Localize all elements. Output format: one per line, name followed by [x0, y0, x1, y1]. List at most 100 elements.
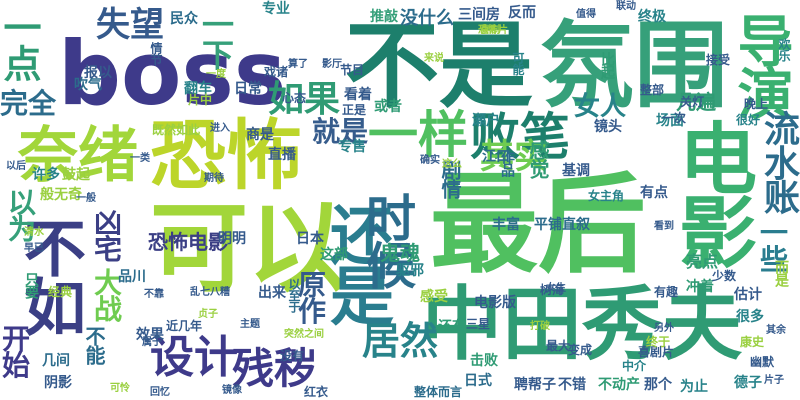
word: 日式: [464, 373, 492, 389]
word: 欢乐: [777, 38, 791, 61]
word: 其实: [480, 137, 548, 177]
word: 可以: [150, 192, 347, 306]
word: 没什么: [400, 8, 454, 29]
word: 那个: [644, 377, 672, 393]
word: 最后: [430, 163, 647, 288]
word: 这部: [320, 247, 348, 263]
word: 导演: [728, 12, 793, 119]
word: 氛围: [540, 12, 729, 121]
word: 流水账: [758, 110, 799, 213]
word: 报以: [84, 65, 112, 81]
word: 片子: [764, 375, 784, 386]
word: 或者: [374, 99, 402, 115]
word: 聘帮子: [514, 377, 556, 393]
word: 只要: [23, 272, 39, 299]
word: 值得: [576, 9, 596, 20]
word: boss: [58, 22, 287, 125]
word: 德子: [734, 375, 762, 391]
word: 看着: [344, 87, 372, 103]
word: 日常: [234, 81, 262, 97]
word: 幽默: [750, 355, 775, 369]
word: 变成: [568, 343, 593, 357]
word: 这么: [442, 159, 462, 170]
word: 击败: [470, 353, 498, 369]
word: 原作: [294, 270, 327, 324]
word: 一下: [197, 8, 235, 69]
word: 女生: [546, 283, 566, 294]
word: 江口: [482, 149, 510, 165]
word: 一点: [0, 8, 41, 81]
word: 大战: [90, 268, 123, 322]
word: 情节: [149, 42, 163, 65]
word: 品川: [118, 269, 146, 285]
word: 主题: [240, 319, 260, 330]
word: 其余: [766, 325, 786, 336]
word: 以后: [6, 161, 26, 172]
word: 红衣: [304, 385, 329, 399]
word: 女人: [574, 92, 627, 122]
word: 整体而言: [414, 385, 463, 399]
word: 般无奇: [40, 187, 82, 203]
word: 完全: [0, 87, 57, 120]
word: 终于: [646, 335, 671, 349]
word: 不是: [345, 12, 534, 121]
word: 亮点: [686, 252, 719, 271]
word: 喜剧: [480, 25, 500, 36]
word: 来说: [424, 53, 444, 64]
word: 为止: [680, 379, 708, 395]
word: 一次: [662, 111, 687, 125]
word: 还是: [319, 202, 393, 324]
word: 而是: [773, 260, 789, 287]
word: 还有: [438, 319, 466, 335]
word: 冲着: [686, 279, 714, 295]
word: 少数: [712, 269, 737, 283]
word: 专业: [262, 1, 290, 17]
word: 突然之间: [284, 329, 324, 340]
word: 鬼魂: [380, 241, 420, 265]
word: 贞子: [198, 309, 218, 320]
word: 可能: [511, 52, 525, 75]
word: 民众: [170, 11, 198, 27]
word: 不错: [558, 377, 586, 393]
word: 终极: [638, 9, 666, 25]
word: 有趣: [654, 285, 679, 299]
word: 阴影: [44, 375, 72, 391]
word: 设计: [150, 332, 238, 383]
word: 居然: [362, 319, 439, 363]
word: 就是: [312, 115, 369, 148]
word: 可怜: [110, 383, 130, 394]
word: 作品: [499, 150, 515, 177]
word: 算了: [288, 59, 308, 70]
word: 平铺直叙: [534, 217, 590, 233]
word: 一些: [756, 218, 789, 272]
word: 效果: [136, 327, 164, 343]
word: 一度: [206, 69, 226, 80]
word: 推敲: [370, 9, 398, 25]
word: 确实: [420, 155, 440, 166]
word: 另外: [654, 323, 674, 334]
word: 镜头: [594, 119, 622, 135]
word: 基调: [562, 163, 590, 179]
word: 一类: [130, 153, 150, 164]
word: 奈绪: [18, 121, 138, 191]
word: 残秽: [232, 344, 317, 393]
word: 失望: [96, 5, 164, 45]
word: 树海: [540, 283, 565, 297]
word: 剧情: [438, 160, 462, 198]
word: 正是: [342, 103, 367, 117]
word: 恐怖电影: [148, 230, 228, 254]
word: 晚上: [744, 97, 769, 111]
word: 几间: [42, 353, 70, 369]
word: 属于: [142, 337, 162, 348]
word: 不靠: [144, 289, 164, 300]
word: 几遍: [676, 90, 716, 114]
word: 既然如此: [152, 123, 201, 137]
word: 场面: [656, 113, 684, 129]
word: 整部: [640, 83, 665, 97]
word: 经典: [48, 285, 73, 299]
word: 喜剧片: [638, 345, 675, 359]
word: 戏诸: [264, 65, 289, 79]
word: 期待: [204, 173, 224, 184]
word: 鼓起: [62, 167, 90, 183]
word: 时候: [358, 192, 416, 287]
